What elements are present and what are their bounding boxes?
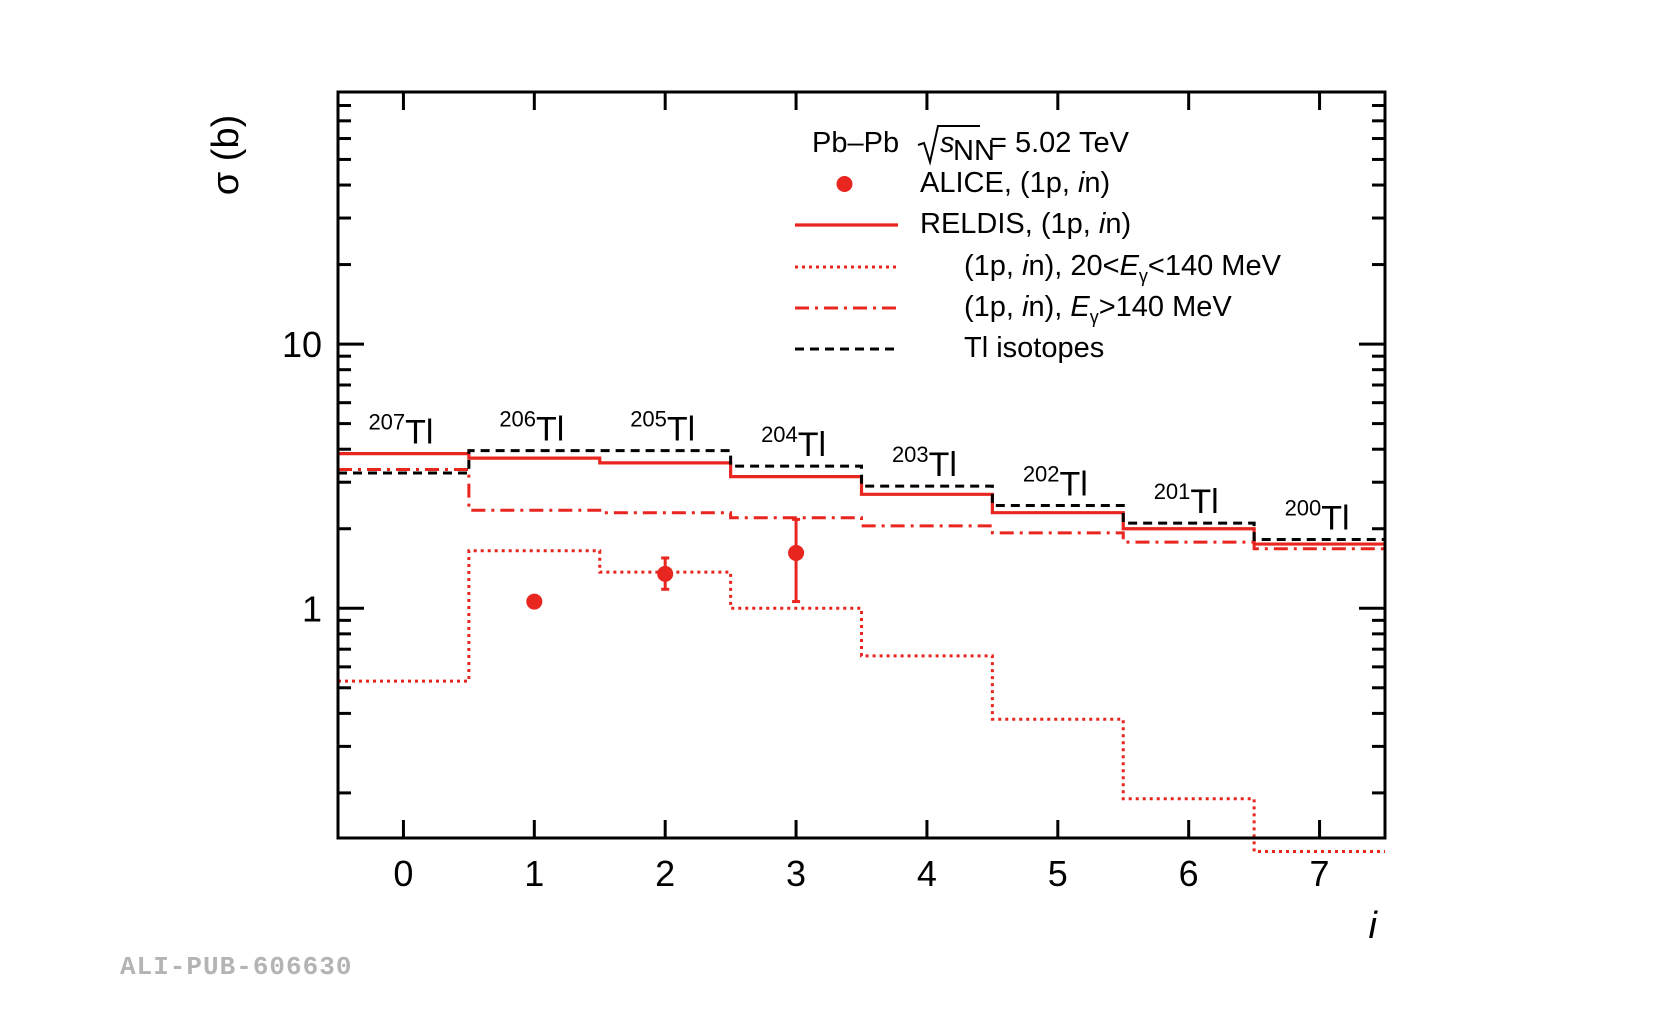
isotope-label-200: 200Tl xyxy=(1285,496,1350,538)
alice-point-2 xyxy=(657,565,674,582)
x-tick-label-3: 3 xyxy=(786,853,806,894)
x-tick-label-7: 7 xyxy=(1310,853,1330,894)
alice-point-3 xyxy=(788,544,805,561)
x-tick-label-4: 4 xyxy=(917,853,937,894)
x-tick-label-6: 6 xyxy=(1179,853,1199,894)
plot-frame xyxy=(336,90,1387,840)
isotope-label-202: 202Tl xyxy=(1023,461,1088,503)
y-tick-label-1: 1 xyxy=(302,588,322,629)
legend-header-sub: NN xyxy=(953,135,995,167)
legend-label-reldis_low: (1p, in), 20<Eγ<140 MeV xyxy=(964,250,1282,286)
legend-header: Pb–Pb xyxy=(812,127,899,159)
watermark-label: ALI-PUB-606630 xyxy=(120,952,353,982)
plot-lines xyxy=(338,449,1385,854)
x-tick-label-5: 5 xyxy=(1048,853,1068,894)
series-reldis_total-line xyxy=(338,451,1385,546)
isotope-label-203: 203Tl xyxy=(892,442,957,484)
isotope-label-206: 206Tl xyxy=(499,407,564,449)
plot-points xyxy=(526,517,805,610)
isotope-label-207: 207Tl xyxy=(368,410,433,452)
series-tl_isotopes-line xyxy=(338,449,1385,542)
series-reldis_high-line xyxy=(338,468,1385,551)
x-axis-title: i xyxy=(1369,905,1379,947)
x-tick-label-1: 1 xyxy=(524,853,544,894)
x-tick-label-0: 0 xyxy=(393,853,413,894)
legend-label-tl_isotopes: Tl isotopes xyxy=(964,332,1104,364)
x-tick-label-2: 2 xyxy=(655,853,675,894)
legend-label-reldis_high: (1p, in), Eγ>140 MeV xyxy=(964,291,1232,327)
legend-header-s: s xyxy=(940,127,955,159)
series-reldis_low-line xyxy=(338,549,1385,854)
isotope-label-205: 205Tl xyxy=(630,407,695,449)
legend-label-alice: ALICE, (1p, in) xyxy=(920,167,1110,199)
legend-marker-alice xyxy=(836,176,853,192)
isotope-label-201: 201Tl xyxy=(1154,479,1219,521)
legend-label-reldis_total: RELDIS, (1p, in) xyxy=(920,208,1131,240)
axes: 0 1 2 3 4 5 6 7 1 10 i σ (b) 207Tl 206Tl 205Tl 204Tl 203… xyxy=(205,90,1387,947)
y-tick-label-10: 10 xyxy=(282,324,322,365)
legend: Pb–Pb sNN= 5.02 TeV ALICE, (1p, in) RELDIS… xyxy=(795,125,1282,364)
sqrt-symbol xyxy=(917,125,980,166)
isotope-label-204: 204Tl xyxy=(761,422,826,464)
y-axis-title: σ (b) xyxy=(205,115,247,195)
legend-header-energy: = 5.02 TeV xyxy=(990,127,1130,159)
alice-point-1 xyxy=(526,593,543,610)
